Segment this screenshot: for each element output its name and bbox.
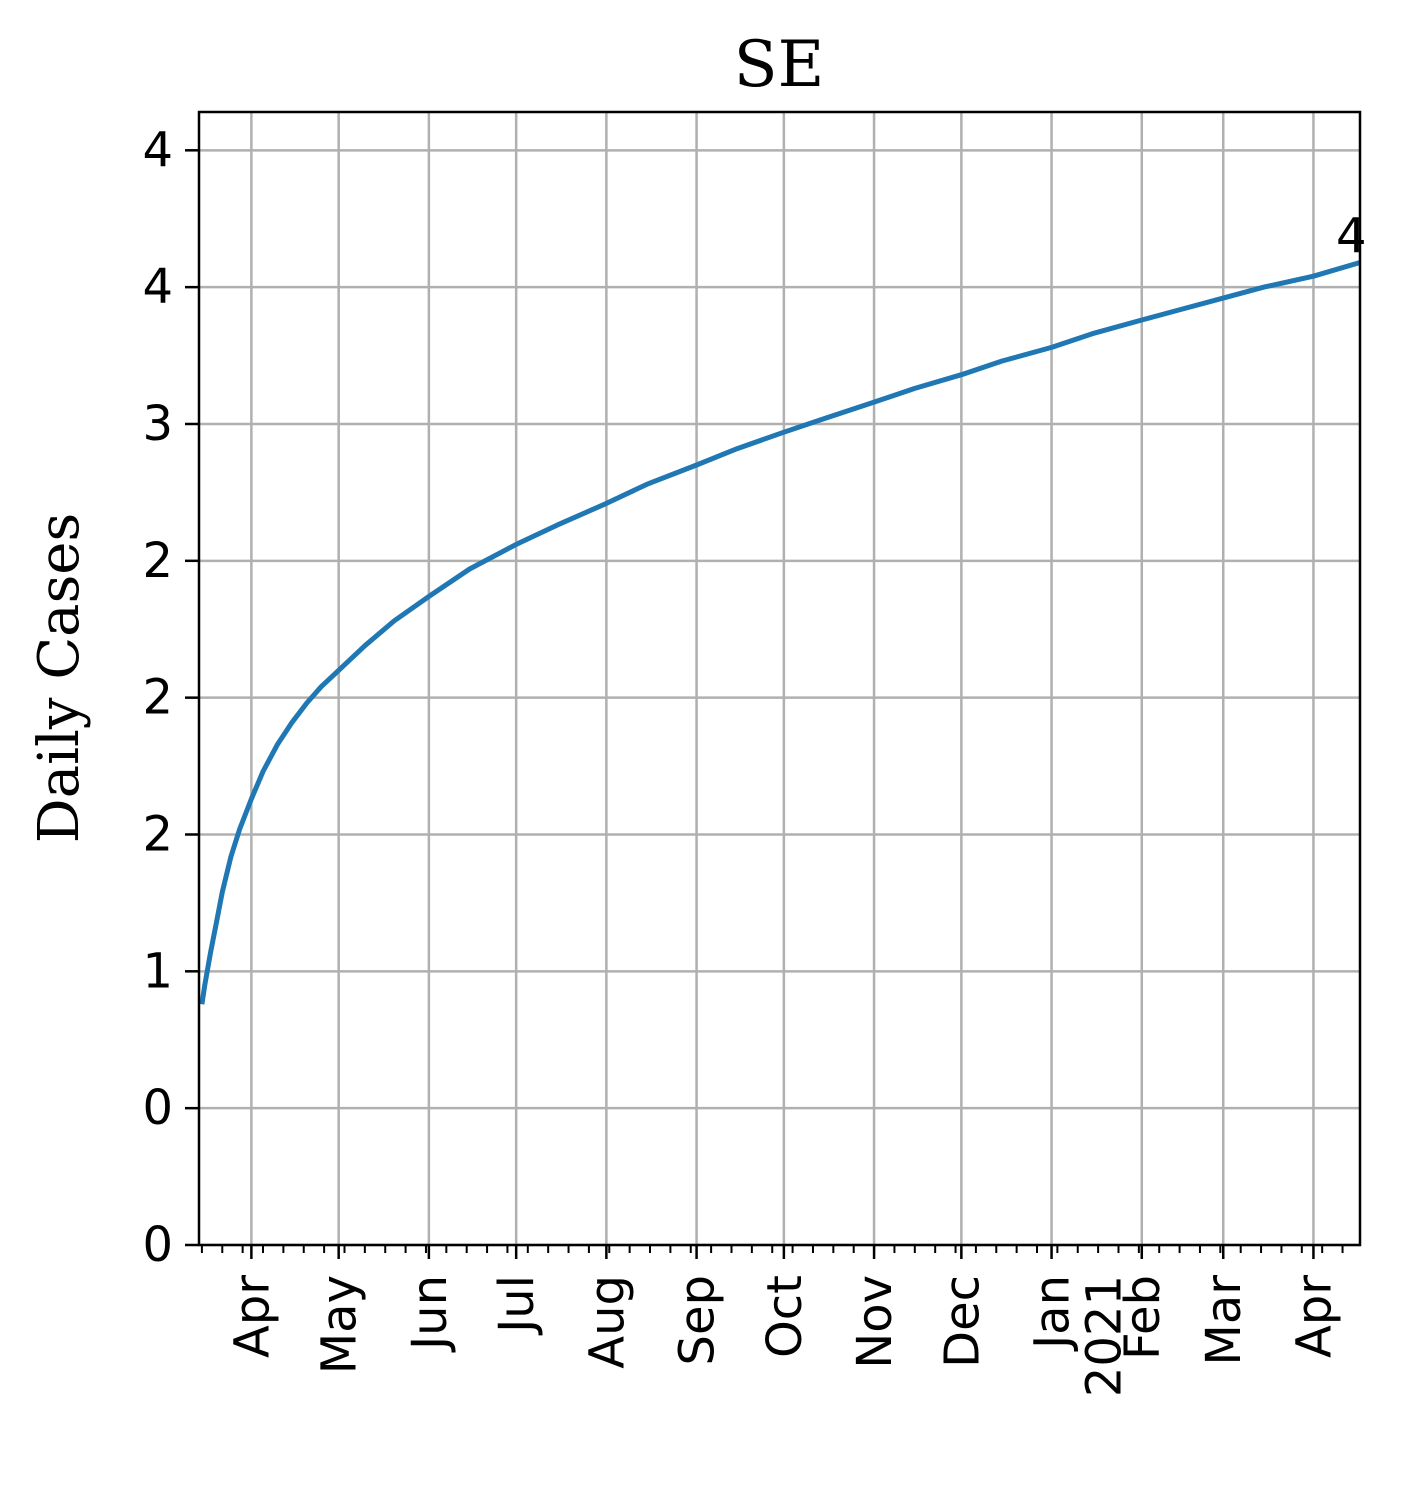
x-tick-label-line: Feb: [1115, 1275, 1171, 1360]
x-tick-label: Jun: [402, 1275, 458, 1353]
plot-frame: [197, 110, 1362, 1247]
x-tick-label-line: Sep: [670, 1275, 726, 1365]
y-tick-label: 4: [142, 122, 173, 178]
chart-title: SE: [734, 28, 825, 102]
x-tick-label: May: [312, 1275, 368, 1374]
x-tick-label: Nov: [847, 1275, 903, 1369]
x-tick-label-line: Apr: [1286, 1275, 1342, 1358]
y-tick-label: 3: [142, 396, 173, 452]
annotation-layer: 4: [1336, 209, 1367, 265]
x-tick-label-line: Oct: [757, 1275, 813, 1358]
x-tick-label: Apr: [224, 1275, 280, 1358]
y-axis: 0 0 1 2 2 2 3 4 4: [142, 122, 199, 1273]
series-line: [199, 260, 1361, 1005]
x-tick-label: Aug: [579, 1275, 635, 1369]
y-tick-label: 0: [142, 1080, 173, 1136]
x-tick-label: Mar: [1196, 1275, 1252, 1366]
x-tick-label: Feb: [1115, 1275, 1171, 1360]
x-tick-label-line: Jan: [1025, 1275, 1081, 1352]
y-tick-label: 0: [142, 1217, 173, 1273]
x-tick-label: Jan2021: [1025, 1275, 1133, 1397]
y-tick-label: 2: [142, 806, 173, 862]
y-tick-label: 1: [142, 943, 173, 999]
x-tick-label-line: 2021: [1077, 1275, 1133, 1397]
x-tick-label-line: May: [312, 1275, 368, 1374]
y-tick-label: 2: [142, 670, 173, 726]
x-tick-label-line: Jul: [489, 1275, 545, 1336]
y-axis-label: Daily Cases: [27, 513, 92, 843]
x-tick-label: Jul: [489, 1275, 545, 1336]
x-tick-label-line: Aug: [579, 1275, 635, 1369]
x-tick-label: Dec: [934, 1275, 990, 1368]
series-layer: [199, 260, 1361, 1005]
x-tick-label-line: Jun: [402, 1275, 458, 1353]
x-tick-label-line: Nov: [847, 1275, 903, 1369]
grid: [199, 112, 1360, 1247]
x-tick-label-line: Apr: [224, 1275, 280, 1358]
x-tick-label-line: Dec: [934, 1275, 990, 1368]
x-tick-label-line: Mar: [1196, 1275, 1252, 1366]
y-tick-label: 2: [142, 533, 173, 589]
y-tick-label: 4: [142, 259, 173, 315]
end-value-annotation: 4: [1336, 209, 1367, 265]
x-tick-label: Oct: [757, 1275, 813, 1358]
x-tick-label: Apr: [1286, 1275, 1342, 1358]
x-tick-label: Sep: [670, 1275, 726, 1365]
